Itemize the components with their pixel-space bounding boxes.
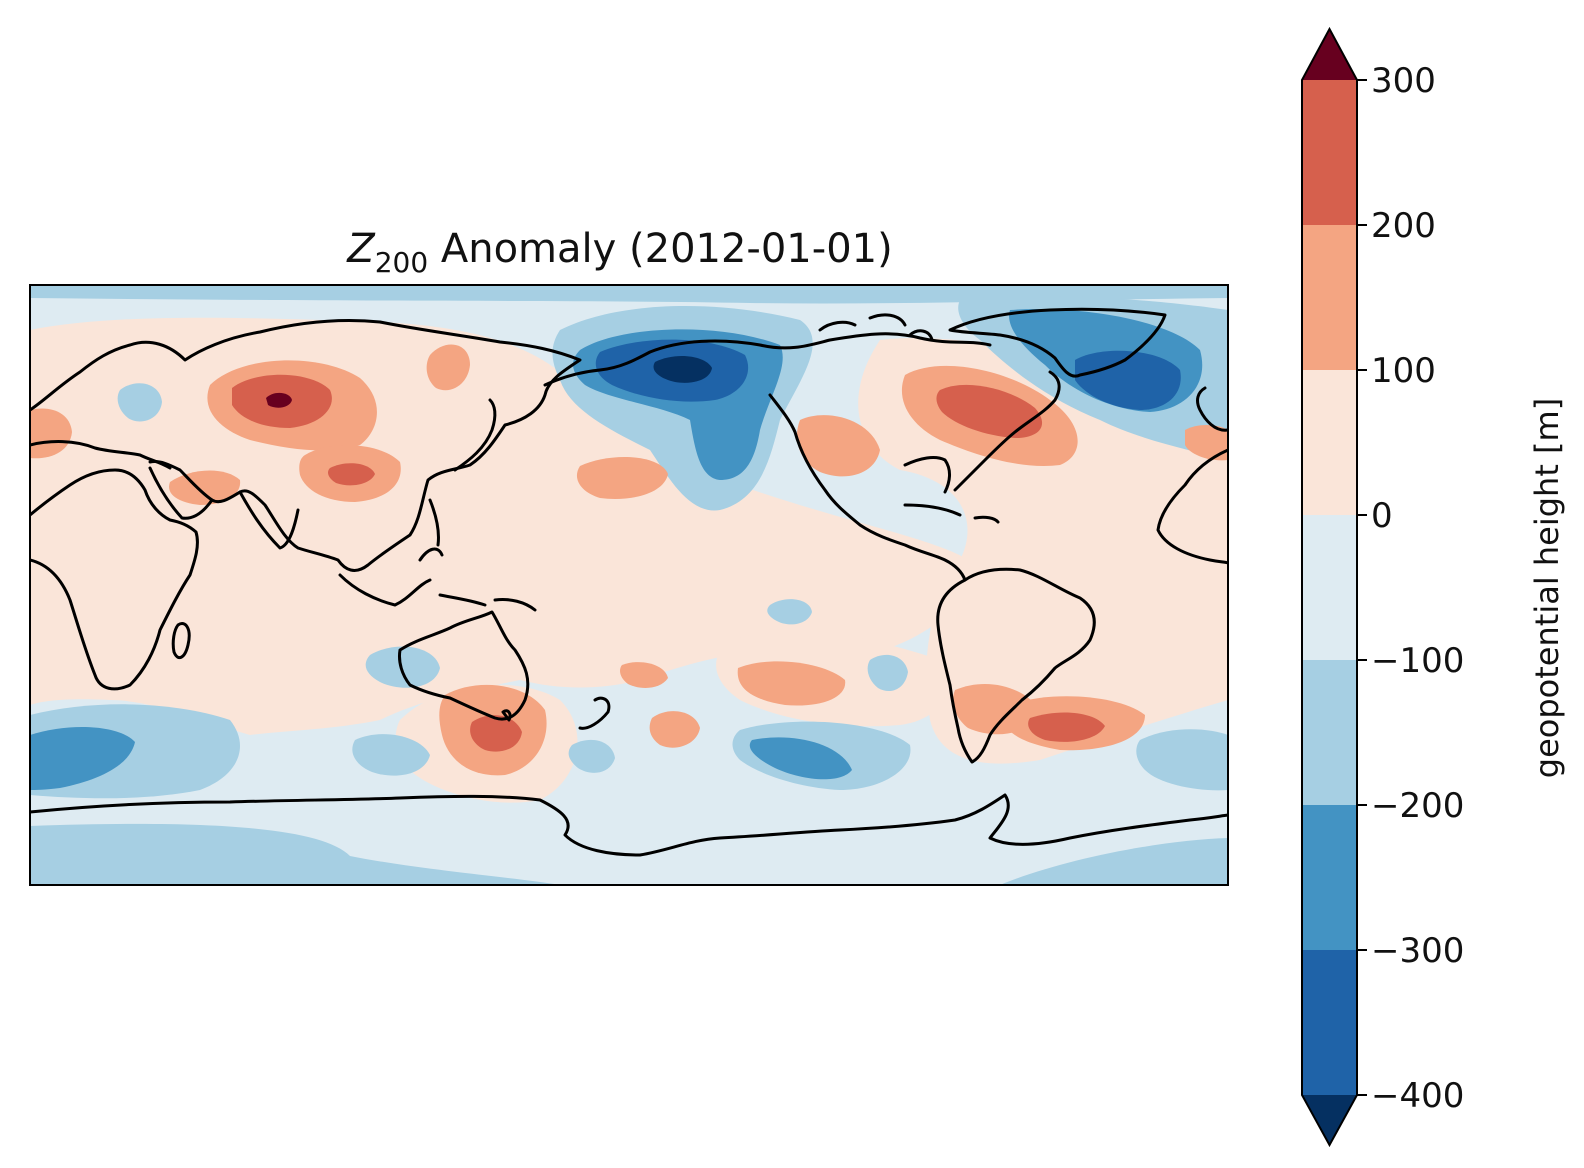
positive-patch-iberia (30, 408, 72, 459)
colorbar-band (1302, 805, 1357, 950)
anomaly-field (30, 285, 1228, 885)
colorbar-band (1302, 80, 1357, 225)
coastline-canadian-arctic (818, 313, 934, 342)
negative-patch-southern-pacific-mid (749, 737, 852, 780)
coastline-japan (453, 398, 497, 472)
positive-patch-south-australia-core (470, 715, 522, 752)
positive-patch-bering (426, 344, 470, 391)
negative-patch-alaska-min (653, 356, 712, 383)
colorbar-band (1302, 515, 1357, 660)
colorbar-band (1302, 225, 1357, 370)
coastline-arabia (148, 466, 214, 520)
coastline-eurasia (30, 318, 582, 572)
colorbar-band (1302, 370, 1357, 515)
colorbar-ticks: 300 200 100 0 −100 −200 −300 −400 (1357, 61, 1464, 1116)
positive-patch-siberia-max (266, 392, 292, 408)
positive-patch-south-atlantic-core (1028, 712, 1105, 742)
positive-patch-north-pacific (576, 456, 668, 499)
negative-patch-tasman (352, 734, 430, 776)
positive-patch-south-pacific-west (649, 711, 700, 748)
coastline-antarctica (30, 793, 1228, 857)
antarctic-negative-band-east (1000, 838, 1228, 885)
coastline-indonesia (338, 547, 537, 612)
colorbar-label: geopotential height [m] (1528, 398, 1566, 778)
colorbar-bands (1302, 80, 1357, 1095)
positive-patch-south-pacific-small (620, 662, 668, 688)
positive-patch-canada-east-core (936, 384, 1043, 438)
colorbar-tick-label: −400 (1371, 1076, 1464, 1116)
negative-patch-south-atlantic (1136, 729, 1228, 791)
antarctic-negative-band (30, 823, 560, 885)
colorbar-over-arrow (1302, 29, 1357, 80)
colorbar-tick-label: −200 (1371, 786, 1464, 826)
negative-patch-southeast-pacific (568, 739, 615, 773)
positive-patch-south-pacific-east (737, 661, 846, 706)
colorbar-tick-label: 0 (1371, 496, 1393, 536)
positive-patch-mongolia-core (328, 463, 375, 486)
coastline-madagascar (171, 622, 191, 660)
arctic-negative-band (30, 285, 1228, 304)
colorbar-tick-label: 100 (1371, 351, 1436, 391)
coastline-europe-east-edge (1196, 386, 1228, 432)
positive-patch-west-africa-coast (1185, 425, 1228, 461)
negative-patch-southern-indian-mid (30, 726, 135, 790)
colorbar-band (1302, 950, 1357, 1095)
coastline-greenland (948, 307, 1167, 378)
coastline-australia (398, 610, 530, 721)
colorbar-tick-label: −100 (1371, 641, 1464, 681)
colorbar-tick-label: −300 (1371, 931, 1464, 971)
negative-patch-greenland-core (1075, 350, 1181, 410)
coastline-new-zealand (578, 696, 611, 730)
colorbar-tick-label: 200 (1371, 206, 1436, 246)
coastline-india (238, 490, 300, 550)
coastline-africa-east-edge (1156, 448, 1228, 565)
coastline-mediterranean (30, 440, 172, 470)
negative-patch-europe (117, 383, 162, 422)
positive-patch-us-west (796, 415, 880, 477)
coastline-south-america (936, 567, 1096, 764)
colorbar-tick-label: 300 (1371, 61, 1436, 101)
negative-patch-chile (867, 654, 908, 692)
map-title: Z200 Anomaly (2012-01-01) (346, 226, 892, 279)
map-panel (30, 285, 1228, 885)
coastline-caribbean (903, 503, 1000, 524)
negative-patch-central-pacific (767, 599, 812, 625)
colorbar-band (1302, 660, 1357, 805)
colorbar-under-arrow (1302, 1095, 1357, 1145)
negative-patch-west-australia (365, 646, 440, 688)
colorbar: 300 200 100 0 −100 −200 −300 −400 geopotential … (1301, 26, 1566, 1148)
coastline-philippines (428, 498, 440, 547)
coastlines (30, 307, 1228, 857)
coastline-north-america (543, 332, 1061, 582)
coastline-africa (30, 468, 199, 691)
coastline-tasmania (501, 709, 512, 722)
map-frame (29, 284, 1229, 886)
